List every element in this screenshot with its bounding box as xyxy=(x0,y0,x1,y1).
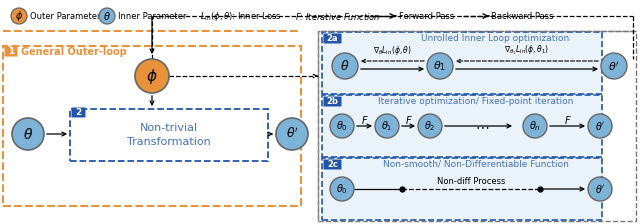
Text: $\theta$: $\theta$ xyxy=(23,127,33,142)
Text: $\phi$: $\phi$ xyxy=(146,67,158,86)
Circle shape xyxy=(276,118,308,150)
Text: Iterative optimization/ Fixed-point iteration: Iterative optimization/ Fixed-point iter… xyxy=(378,97,573,106)
Text: Inner Parameter: Inner Parameter xyxy=(118,11,186,21)
Text: $\theta'$: $\theta'$ xyxy=(285,127,298,141)
Text: $\nabla_{\theta_1} L_{\rm in}(\phi,\theta_1)$: $\nabla_{\theta_1} L_{\rm in}(\phi,\thet… xyxy=(504,43,550,57)
Text: Outer Parameter: Outer Parameter xyxy=(30,11,100,21)
Text: Backward Pass: Backward Pass xyxy=(491,11,554,21)
Circle shape xyxy=(99,8,115,24)
Text: General Outer-loop: General Outer-loop xyxy=(21,47,127,56)
Circle shape xyxy=(588,114,612,138)
Text: $L_{\rm in}(\phi,\theta)$: Inner Loss: $L_{\rm in}(\phi,\theta)$: Inner Loss xyxy=(200,9,282,22)
Text: $\theta_1$: $\theta_1$ xyxy=(381,119,393,133)
Text: Forward Pass: Forward Pass xyxy=(399,11,454,21)
Circle shape xyxy=(135,59,169,93)
Circle shape xyxy=(330,177,354,201)
FancyBboxPatch shape xyxy=(322,32,602,94)
Text: $F$: Iterative Function: $F$: Iterative Function xyxy=(295,11,381,22)
Text: Non-smooth/ Non-Differentiable Function: Non-smooth/ Non-Differentiable Function xyxy=(383,159,569,168)
Circle shape xyxy=(330,114,354,138)
Text: $\theta$: $\theta$ xyxy=(340,59,349,73)
Text: $\theta'$: $\theta'$ xyxy=(595,183,605,195)
Text: $\theta_n$: $\theta_n$ xyxy=(529,119,541,133)
FancyBboxPatch shape xyxy=(323,34,342,43)
Text: 2a: 2a xyxy=(327,34,339,43)
FancyBboxPatch shape xyxy=(72,108,86,118)
Text: $\theta_0$: $\theta_0$ xyxy=(336,182,348,196)
Text: $\phi$: $\phi$ xyxy=(15,9,23,23)
Text: Non-diff Process: Non-diff Process xyxy=(437,177,505,185)
Circle shape xyxy=(11,8,27,24)
Text: 2c: 2c xyxy=(327,160,338,169)
Circle shape xyxy=(523,114,547,138)
Text: Unrolled Inner Loop optimization: Unrolled Inner Loop optimization xyxy=(422,34,570,43)
Text: $\theta_2$: $\theta_2$ xyxy=(424,119,436,133)
Text: 2b: 2b xyxy=(326,97,339,106)
Circle shape xyxy=(427,53,453,79)
Text: 1: 1 xyxy=(8,47,14,56)
Text: $\cdots$: $\cdots$ xyxy=(476,119,490,133)
Circle shape xyxy=(332,53,358,79)
Text: $F$: $F$ xyxy=(404,114,412,126)
Circle shape xyxy=(375,114,399,138)
Text: $\theta_0$: $\theta_0$ xyxy=(336,119,348,133)
Circle shape xyxy=(12,118,44,150)
Circle shape xyxy=(601,53,627,79)
Text: $\theta$: $\theta$ xyxy=(103,10,111,22)
FancyBboxPatch shape xyxy=(322,158,602,220)
Text: $F$: $F$ xyxy=(564,114,572,126)
Text: 2: 2 xyxy=(76,108,82,117)
Text: $F$: $F$ xyxy=(361,114,369,126)
FancyBboxPatch shape xyxy=(322,95,602,157)
FancyBboxPatch shape xyxy=(323,159,342,170)
Text: Non-trivial
Transformation: Non-trivial Transformation xyxy=(127,123,211,147)
Text: $\theta_1$: $\theta_1$ xyxy=(433,59,447,73)
Text: $\theta'$: $\theta'$ xyxy=(595,120,605,132)
FancyBboxPatch shape xyxy=(4,47,17,56)
Text: $\theta'$: $\theta'$ xyxy=(608,60,620,73)
Circle shape xyxy=(418,114,442,138)
Text: $\nabla_\theta L_{\rm in}(\phi,\theta)$: $\nabla_\theta L_{\rm in}(\phi,\theta)$ xyxy=(373,44,412,57)
Circle shape xyxy=(588,177,612,201)
FancyBboxPatch shape xyxy=(323,97,342,106)
